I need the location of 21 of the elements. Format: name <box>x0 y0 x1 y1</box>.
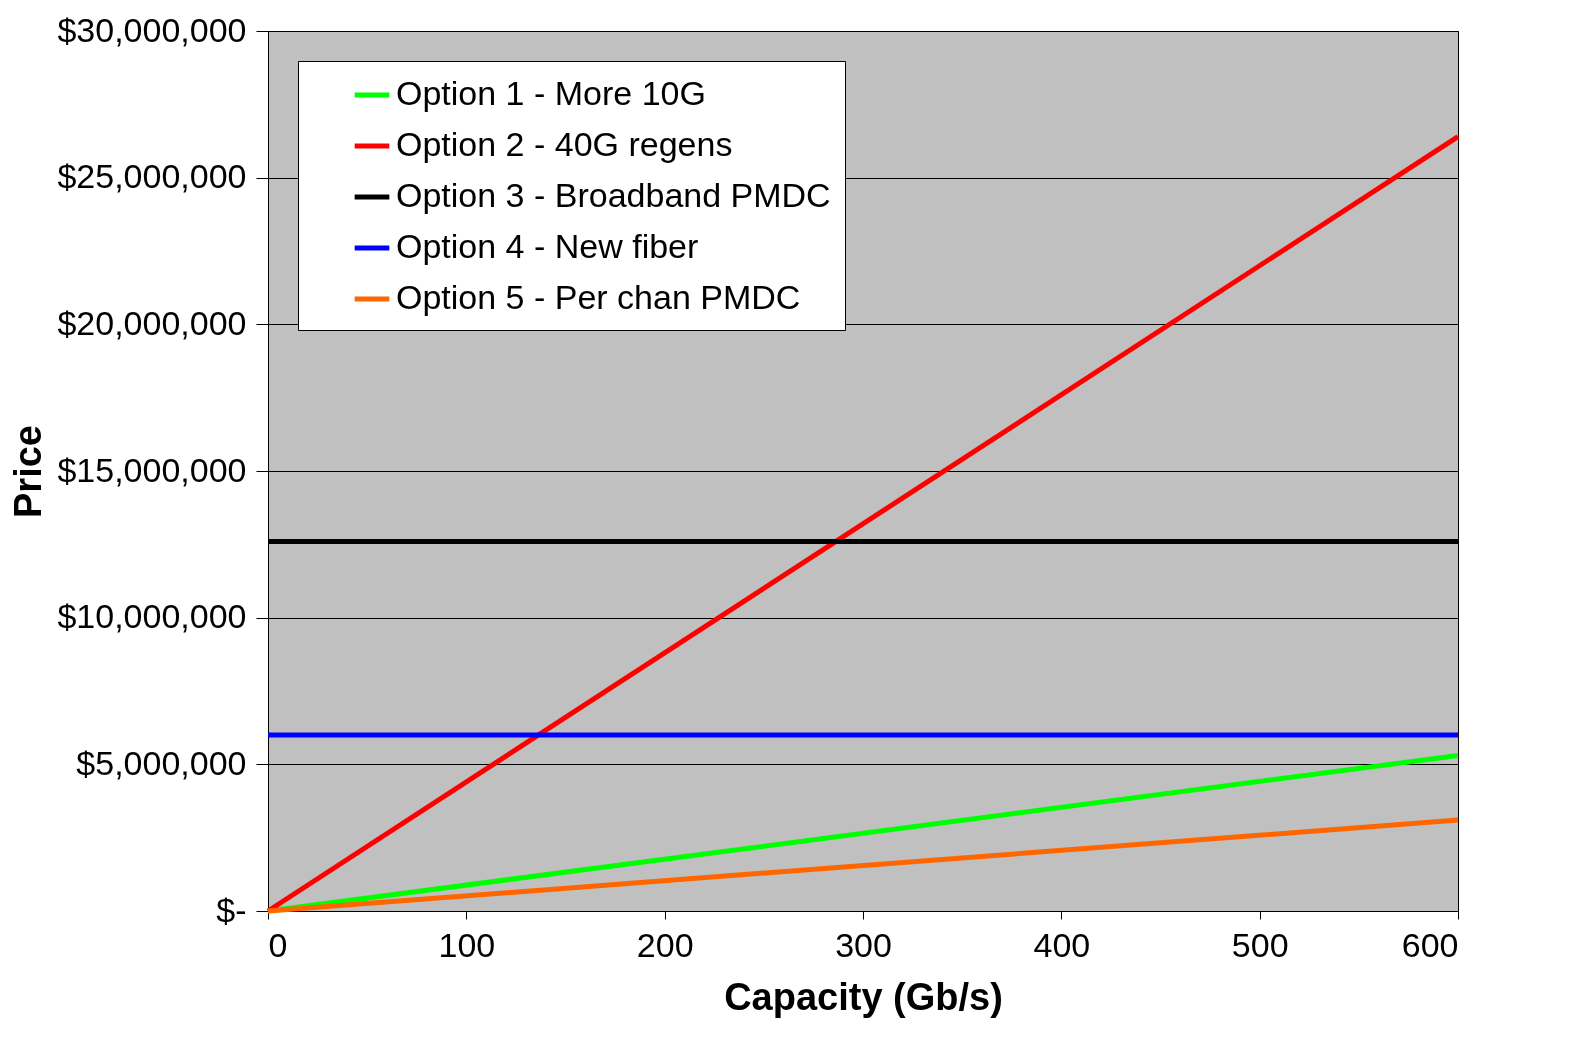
y-axis-title: Price <box>6 425 49 518</box>
x-tick-label: 300 <box>835 925 892 964</box>
y-tick-label: $25,000,000 <box>57 157 247 196</box>
y-tick-label: $30,000,000 <box>57 10 247 49</box>
y-tick-label: $5,000,000 <box>76 743 247 782</box>
x-axis-title: Capacity (Gb/s) <box>724 975 1003 1018</box>
x-tick-label: 100 <box>438 925 496 964</box>
legend-label: Option 5 - Per chan PMDC <box>396 278 801 316</box>
y-tick-label: $10,000,000 <box>57 597 247 636</box>
x-tick-label: 400 <box>1033 925 1091 964</box>
legend-label: Option 2 - 40G regens <box>396 125 733 163</box>
x-tick-label: 600 <box>1401 925 1459 964</box>
y-tick-label: $15,000,000 <box>57 450 247 489</box>
x-tick-label: 0 <box>268 925 288 964</box>
x-tick-label: 200 <box>636 925 694 964</box>
x-tick-label: 500 <box>1231 925 1289 964</box>
legend-label: Option 1 - More 10G <box>396 74 706 112</box>
legend-label: Option 4 - New fiber <box>396 227 699 265</box>
y-tick-label: $20,000,000 <box>57 303 247 342</box>
legend-label: Option 3 - Broadband PMDC <box>396 176 831 214</box>
y-tick-label: $- <box>216 890 247 929</box>
